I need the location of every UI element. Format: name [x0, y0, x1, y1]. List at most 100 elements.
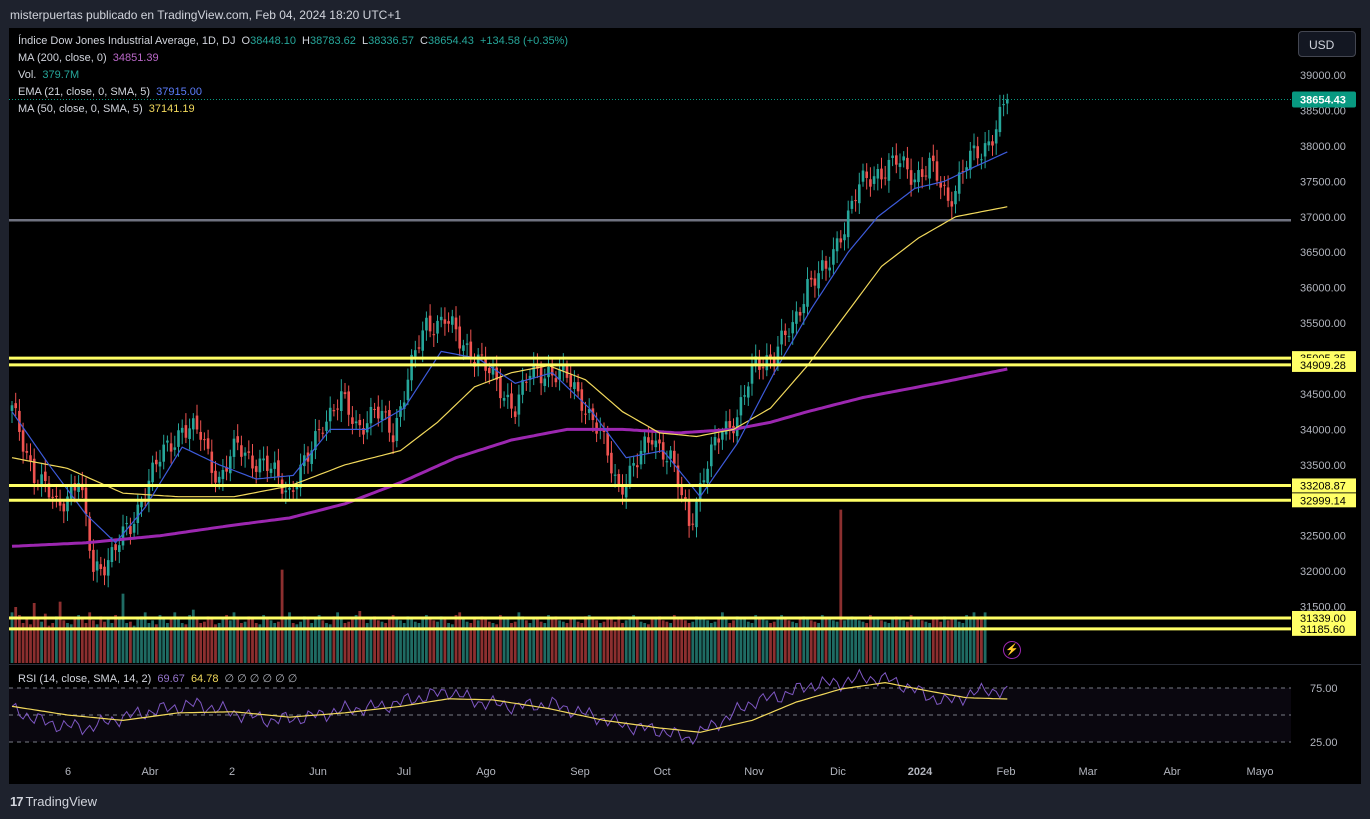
candle-body	[221, 469, 225, 479]
candle-body	[909, 170, 913, 185]
candle-body	[180, 427, 184, 433]
candle-body	[998, 106, 1002, 133]
legend-vol-row[interactable]: Vol. 379.7M	[18, 69, 82, 81]
volume-bar	[436, 621, 439, 663]
lightning-icon[interactable]: ⚡	[1003, 641, 1021, 659]
candle-body	[628, 465, 632, 484]
volume-bar	[528, 623, 532, 663]
candle-body	[173, 447, 177, 450]
candle-body	[380, 410, 384, 421]
volume-bar	[251, 619, 254, 663]
volume-bar	[284, 619, 288, 663]
candle-body	[898, 163, 902, 167]
volume-bar	[236, 617, 240, 663]
time-axis-label: 2	[229, 766, 235, 778]
candle-body	[162, 444, 165, 462]
tradingview-logo[interactable]: 17 TradingView	[10, 794, 97, 809]
currency-button[interactable]: USD	[1298, 31, 1356, 57]
candle-body	[495, 367, 498, 380]
candle-body	[454, 317, 458, 330]
volume-bar	[69, 624, 73, 663]
volume-bar	[647, 624, 650, 663]
candle-body	[425, 317, 428, 331]
candle-body	[10, 405, 14, 411]
volume-bar	[214, 624, 217, 663]
candle-body	[613, 474, 617, 476]
volume-bar	[587, 615, 591, 663]
volume-bar	[188, 615, 191, 663]
candle-body	[177, 430, 180, 447]
candle-body	[328, 407, 332, 422]
volume-bar	[665, 621, 669, 663]
volume-bar	[506, 619, 510, 663]
candle-body	[994, 129, 998, 144]
volume-bar	[802, 616, 806, 663]
volume-bar	[754, 615, 758, 663]
candle-body	[266, 455, 269, 471]
volume-bar	[240, 623, 243, 663]
candle-body	[887, 159, 891, 181]
candle-body	[795, 311, 798, 324]
candle-body	[798, 311, 802, 316]
legend-ma200-row[interactable]: MA (200, close, 0) 34851.39	[18, 52, 162, 64]
candle-body	[499, 377, 502, 399]
volume-bar	[151, 620, 154, 663]
volume-bar	[698, 617, 702, 663]
legend-rsi-extra: ∅ ∅ ∅ ∅ ∅ ∅	[224, 673, 298, 685]
volume-bar	[173, 612, 177, 663]
price-scale[interactable]	[1291, 28, 1361, 784]
candle-body	[606, 433, 609, 456]
candle-body	[658, 439, 661, 444]
volume-bar	[791, 621, 795, 663]
candle-body	[377, 406, 380, 419]
level-label: 34909.28	[1300, 360, 1346, 372]
candle-body	[587, 408, 591, 413]
volume-bar	[846, 619, 850, 663]
legend-symbol-row: Índice Dow Jones Industrial Average, 1D,…	[18, 35, 571, 47]
candle-body	[432, 334, 436, 336]
volume-bar	[832, 620, 835, 663]
legend-rsi-row[interactable]: RSI (14, close, SMA, 14, 2) 69.67 64.78 …	[18, 672, 300, 685]
candle-body	[343, 392, 347, 395]
candle-body	[258, 458, 262, 473]
volume-bar	[132, 625, 136, 663]
volume-bar	[573, 619, 576, 663]
candle-body	[288, 487, 291, 490]
candle-body	[410, 354, 413, 381]
volume-bar	[632, 615, 635, 663]
candle-body	[673, 450, 676, 464]
volume-bar	[550, 619, 554, 663]
candle-body	[388, 410, 391, 433]
volume-bar	[924, 621, 928, 663]
volume-bar	[254, 623, 258, 663]
volume-bar	[310, 623, 314, 663]
legend-ema21-row[interactable]: EMA (21, close, 0, SMA, 5) 37915.00	[18, 86, 205, 98]
price-tick-label: 33500.00	[1300, 460, 1346, 472]
candle-body	[569, 375, 572, 387]
candle-body	[273, 462, 276, 469]
candle-body	[706, 468, 709, 483]
time-axis-label: 2024	[908, 766, 933, 778]
candle-body	[362, 428, 365, 435]
candle-body	[217, 476, 221, 483]
volume-bar	[909, 615, 913, 663]
volume-bar	[857, 620, 861, 663]
candle-body	[747, 386, 750, 398]
candle-body	[562, 363, 565, 371]
candle-body	[284, 490, 288, 493]
candle-body	[62, 503, 66, 512]
time-axis-label: 6	[65, 766, 71, 778]
volume-bar	[928, 623, 931, 663]
candle-body	[447, 321, 450, 324]
volume-bar	[373, 616, 376, 663]
legend-ma50-row[interactable]: MA (50, close, 0, SMA, 5) 37141.19	[18, 103, 198, 115]
candle-body	[29, 455, 32, 462]
candle-body	[621, 484, 624, 495]
candle-body	[828, 267, 831, 271]
time-axis-label: Abr	[1163, 766, 1180, 778]
volume-bar	[243, 621, 247, 663]
volume-bar	[399, 620, 402, 663]
candle-body	[987, 141, 991, 146]
candle-body	[932, 155, 935, 162]
